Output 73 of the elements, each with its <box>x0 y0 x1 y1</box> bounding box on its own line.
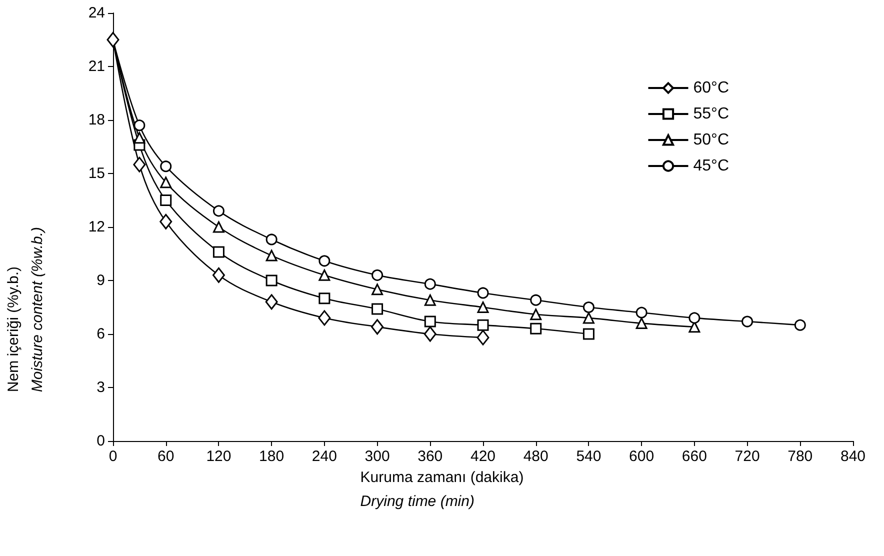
point <box>265 294 278 310</box>
x-tick-label: 360 <box>418 448 443 465</box>
y-axis-title: Nem içeriği (%y.b.) Moisture content (%w.b.) <box>5 226 46 392</box>
y-tick-label: 9 <box>96 272 105 289</box>
x-tick-label: 540 <box>576 448 602 465</box>
x-tick-label: 60 <box>158 448 174 465</box>
point <box>318 310 331 326</box>
point <box>318 255 330 267</box>
point <box>582 302 594 313</box>
point <box>372 269 384 281</box>
x-axis-title: Kuruma zamanı (dakika) Drying time (min) <box>360 469 524 510</box>
x-tick-label: 420 <box>470 448 496 465</box>
point <box>318 292 330 304</box>
point <box>160 194 172 206</box>
x-tick-label: 120 <box>206 448 232 465</box>
x-tick-label: 600 <box>629 448 654 465</box>
point <box>160 160 172 172</box>
point <box>212 267 225 283</box>
y-tick-label: 15 <box>88 165 105 182</box>
point <box>477 287 489 299</box>
point <box>160 214 172 230</box>
point <box>424 278 436 290</box>
point <box>424 326 436 342</box>
x-tick-label: 240 <box>312 448 337 465</box>
x-tick-label: 660 <box>682 448 707 465</box>
x-tick-label: 180 <box>259 448 284 465</box>
point <box>424 316 436 328</box>
point <box>636 306 648 318</box>
point <box>530 308 542 320</box>
y-tick-label: 3 <box>96 379 105 396</box>
point <box>794 319 806 331</box>
point <box>371 319 384 335</box>
x-tick-label: 480 <box>523 448 548 465</box>
point <box>212 205 224 217</box>
y-tick-label: 24 <box>88 4 105 22</box>
point <box>742 316 754 328</box>
legend-label: 55°C <box>693 106 729 122</box>
point <box>424 294 436 306</box>
point <box>318 269 330 281</box>
x-tick-label: 300 <box>364 448 390 465</box>
y-tick-label: 6 <box>96 326 105 342</box>
point <box>530 322 542 334</box>
point <box>266 274 278 286</box>
point <box>530 294 542 306</box>
point <box>477 302 489 313</box>
point <box>212 221 224 233</box>
point <box>636 318 648 330</box>
legend-label: 45°C <box>693 158 729 174</box>
point <box>476 330 490 346</box>
point <box>106 32 120 48</box>
point <box>266 250 278 262</box>
point <box>160 176 172 188</box>
x-tick-label: 840 <box>840 448 866 465</box>
legend-label: 60°C <box>693 80 729 96</box>
point <box>266 234 278 246</box>
point <box>134 120 146 132</box>
point <box>372 303 384 315</box>
y-tick-label: 21 <box>88 58 105 75</box>
legend-label: 50°C <box>693 132 729 148</box>
x-tick-label: 780 <box>788 448 813 465</box>
point <box>582 312 594 324</box>
y-tick-label: 18 <box>88 112 105 128</box>
y-tick-label: 12 <box>88 218 105 236</box>
x-tick-label: 720 <box>734 448 760 465</box>
y-tick-label: 0 <box>96 432 105 450</box>
point <box>582 328 594 340</box>
point <box>134 132 146 144</box>
point <box>477 319 489 331</box>
point <box>372 284 384 296</box>
x-tick-label: 0 <box>108 448 118 465</box>
point <box>212 246 224 258</box>
point <box>688 312 700 324</box>
point <box>133 156 146 172</box>
